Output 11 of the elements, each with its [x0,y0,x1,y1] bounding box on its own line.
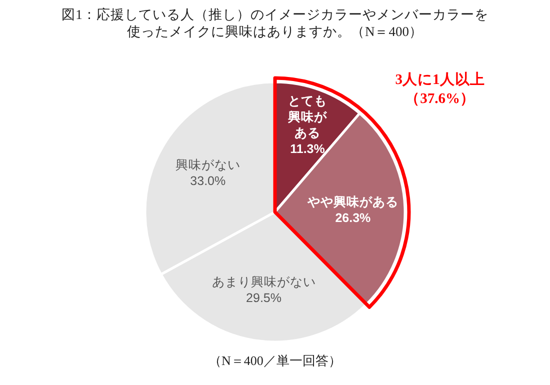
slice-label: 興味がない [175,158,240,172]
text: 3人に1人以上（37.6%） [395,71,485,107]
slice-label: あまり興味がない [212,275,316,290]
chart-title: 図1：応援している人（推し）のイメージカラーやメンバーカラーを使ったメイクに興味はありますか。（N＝400） [60,6,490,40]
slice-label: とても興味がある [287,94,328,140]
text: （N＝400／単一回答） [208,352,342,370]
data-label: 33.0% [190,174,226,188]
data-label: 26.3% [335,211,371,226]
data-label: 29.5% [246,291,282,306]
slice-label: やや興味がある [306,195,398,210]
data-label: 11.3% [290,142,325,156]
